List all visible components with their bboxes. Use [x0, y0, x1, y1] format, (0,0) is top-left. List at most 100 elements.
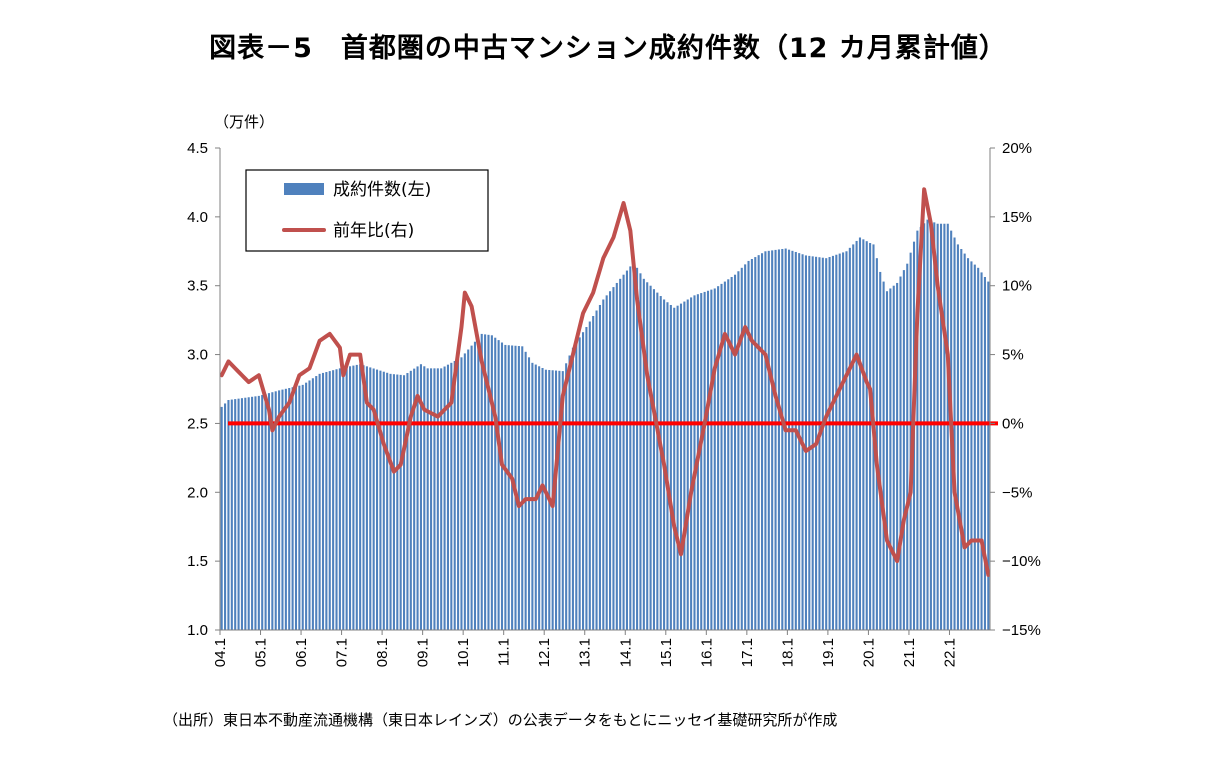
bar-2011-11 [538, 366, 541, 630]
bar-2018-01 [788, 249, 791, 630]
bar-2012-08 [568, 355, 571, 630]
bar-2009-03 [430, 368, 433, 630]
bar-2008-07 [403, 375, 406, 630]
bar-2007-12 [379, 370, 382, 630]
bar-2019-01 [828, 257, 831, 630]
bar-2011-06 [521, 346, 524, 630]
bar-2018-11 [821, 257, 824, 630]
bar-2016-02 [710, 289, 713, 630]
bar-2018-02 [791, 250, 794, 630]
y-left-tick-label: 2.5 [187, 415, 208, 432]
bar-2014-08 [649, 285, 652, 630]
bar-2005-02 [264, 394, 267, 630]
bar-2013-11 [619, 278, 622, 630]
bar-2015-08 [690, 297, 693, 630]
bar-2004-02 [224, 403, 227, 630]
bar-2010-02 [467, 349, 470, 630]
bar-2006-04 [311, 378, 314, 630]
y-right-tick-label: −10% [1002, 553, 1041, 570]
bar-2006-12 [338, 368, 341, 630]
bar-2005-12 [298, 385, 301, 630]
bar-2012-05 [558, 370, 561, 630]
bar-2016-05 [720, 283, 723, 630]
bar-2017-07 [767, 250, 770, 630]
bar-2021-12 [946, 223, 949, 631]
bar-2008-06 [399, 374, 402, 630]
bar-2014-01 [625, 270, 628, 630]
bar-2009-07 [443, 366, 446, 630]
bar-2006-01 [301, 384, 304, 630]
bar-2005-06 [278, 390, 281, 630]
y-right-tick-label: 15% [1002, 209, 1032, 226]
bar-2013-03 [592, 316, 595, 630]
bar-2009-08 [446, 364, 449, 630]
bar-2016-12 [744, 264, 747, 630]
bar-2021-11 [943, 223, 946, 631]
x-tick-label: 15.1 [658, 638, 675, 667]
bar-2006-11 [335, 369, 338, 630]
x-tick-label: 18.1 [779, 638, 796, 667]
x-tick-label: 04.1 [212, 638, 229, 667]
x-tick-label: 05.1 [253, 638, 270, 667]
bar-2008-05 [396, 374, 399, 630]
bar-2007-06 [359, 364, 362, 630]
bar-2022-08 [973, 264, 976, 630]
bar-2006-06 [318, 373, 321, 630]
y-right-tick-label: 5% [1002, 347, 1024, 364]
bar-2019-07 [848, 247, 851, 630]
bar-2015-03 [673, 307, 676, 630]
bar-2006-05 [315, 376, 318, 630]
chart-title: 図表－5 首都圏の中古マンション成約件数（12 カ月累計値） [209, 33, 1007, 64]
bar-2007-09 [369, 367, 372, 630]
bar-2018-06 [804, 255, 807, 631]
x-tick-label: 09.1 [415, 638, 432, 667]
bar-2014-11 [659, 296, 662, 630]
bar-2013-10 [615, 282, 618, 630]
bar-2009-01 [423, 366, 426, 630]
bar-2011-08 [527, 357, 531, 630]
bar-2015-01 [666, 302, 669, 630]
bar-2022-12 [987, 281, 990, 630]
bar-2020-10 [899, 276, 902, 630]
bar-2005-07 [281, 389, 284, 630]
bar-2007-11 [375, 369, 379, 630]
y-left-tick-label: 1.0 [187, 622, 208, 639]
bar-2015-05 [679, 303, 683, 630]
x-tick-label: 08.1 [374, 638, 391, 667]
bar-2007-05 [355, 364, 358, 630]
bar-2019-04 [838, 253, 841, 630]
bar-2011-09 [531, 362, 534, 630]
bar-2018-03 [794, 251, 797, 630]
bar-2004-04 [230, 399, 233, 630]
bar-2020-11 [902, 270, 905, 630]
bar-2010-04 [473, 341, 477, 630]
bar-2016-04 [717, 286, 720, 630]
bar-2022-03 [956, 244, 959, 630]
bar-2020-01 [869, 243, 872, 630]
bar-2017-04 [757, 255, 760, 630]
bar-2013-07 [605, 295, 608, 630]
y-left-tick-label: 3.0 [187, 347, 208, 364]
bar-2010-03 [470, 345, 473, 630]
bar-2006-08 [325, 372, 328, 630]
bar-2005-05 [274, 391, 277, 630]
bar-2006-02 [305, 382, 308, 630]
bar-2008-01 [382, 371, 385, 630]
yoy-line [219, 187, 991, 577]
bar-2011-07 [524, 351, 527, 630]
bar-2019-08 [852, 244, 855, 630]
bar-2017-10 [777, 249, 780, 630]
y-right-tick-label: 10% [1002, 278, 1032, 295]
bar-2004-06 [237, 398, 240, 630]
bar-2011-05 [517, 346, 520, 630]
bar-2008-08 [406, 373, 409, 630]
bar-2010-10 [494, 337, 497, 630]
bar-2016-03 [713, 288, 716, 630]
bar-2017-12 [784, 248, 787, 630]
bar-2007-02 [345, 366, 348, 630]
x-tick-label: 07.1 [334, 638, 351, 667]
bar-2007-08 [365, 366, 368, 630]
bar-2011-12 [541, 368, 544, 630]
bar-2012-06 [561, 371, 564, 630]
bar-2020-12 [906, 263, 909, 630]
